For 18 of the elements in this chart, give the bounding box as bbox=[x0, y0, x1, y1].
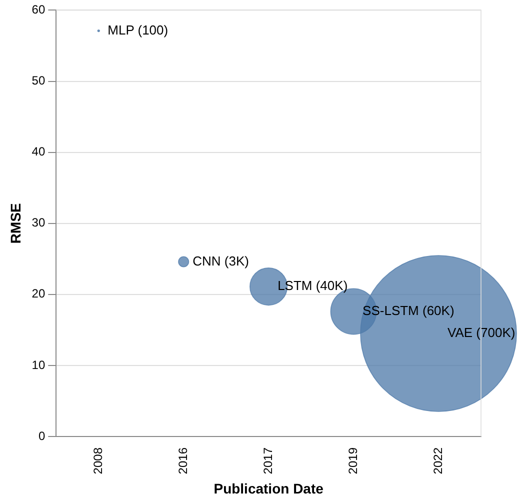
x-tick-label: 2017 bbox=[260, 447, 275, 474]
x-tick-label: 2019 bbox=[346, 447, 360, 474]
annotation: SS-LSTM (60K) bbox=[362, 303, 454, 318]
y-tick-label: 20 bbox=[32, 286, 46, 301]
x-tick-label: 2022 bbox=[430, 447, 445, 474]
y-tick-label: 10 bbox=[32, 358, 46, 372]
annotation: VAE (700K) bbox=[448, 325, 516, 340]
x-axis-title: Publication Date bbox=[214, 480, 324, 496]
y-tick-label: 0 bbox=[38, 428, 46, 443]
y-tick-label: 50 bbox=[32, 74, 46, 88]
y-tick-label: 40 bbox=[32, 144, 46, 159]
annotation: MLP (100) bbox=[108, 22, 168, 38]
x-tick-label: 2016 bbox=[176, 447, 190, 474]
y-tick-label: 30 bbox=[32, 216, 46, 230]
x-tick-label: 2008 bbox=[90, 447, 105, 474]
y-tick-label: 60 bbox=[32, 2, 46, 17]
annotation: CNN (3K) bbox=[192, 253, 249, 268]
y-axis-title: RMSE bbox=[7, 203, 24, 244]
